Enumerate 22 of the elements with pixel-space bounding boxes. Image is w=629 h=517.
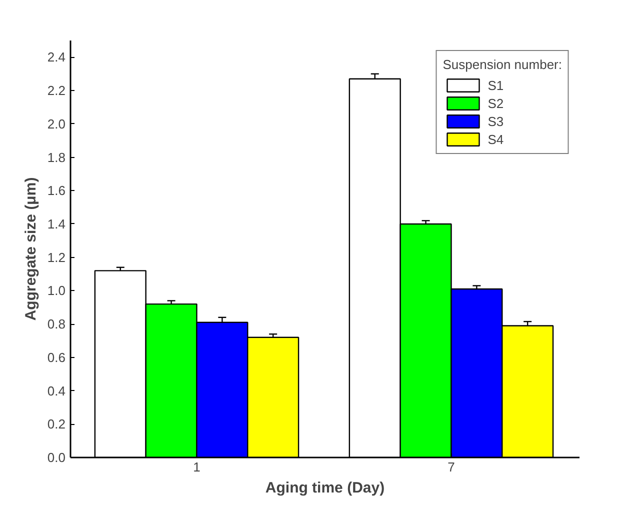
y-tick-label: 2.4 (47, 50, 66, 65)
y-tick-label: 2.2 (47, 83, 66, 98)
y-tick-label: 0.6 (47, 350, 66, 365)
y-tick-label: 0.2 (47, 416, 66, 432)
legend-title: Suspension number: (442, 57, 562, 72)
y-tick-label: 1.6 (47, 183, 66, 198)
y-tick-label: 0.8 (47, 316, 66, 332)
legend-label: S1 (488, 78, 505, 92)
y-tick-label: 2.0 (47, 116, 66, 132)
y-tick-label: 1.2 (47, 250, 66, 265)
y-tick-label: 1.8 (47, 150, 66, 165)
y-tick-label: 0.0 (47, 450, 66, 465)
y-axis-title: Aggregate size (μm) (22, 177, 40, 321)
x-tick-label: 7 (448, 460, 455, 474)
y-tick-label: 1.4 (47, 216, 66, 232)
y-tick-label: 0.4 (47, 383, 66, 398)
x-axis-title: Aging time (Day) (265, 480, 385, 496)
legend-label: S3 (488, 114, 505, 128)
legend-label: S4 (488, 132, 505, 146)
legend-label: S2 (488, 96, 505, 110)
y-tick-label: 1.0 (47, 283, 66, 298)
x-tick-label: 1 (193, 460, 200, 474)
